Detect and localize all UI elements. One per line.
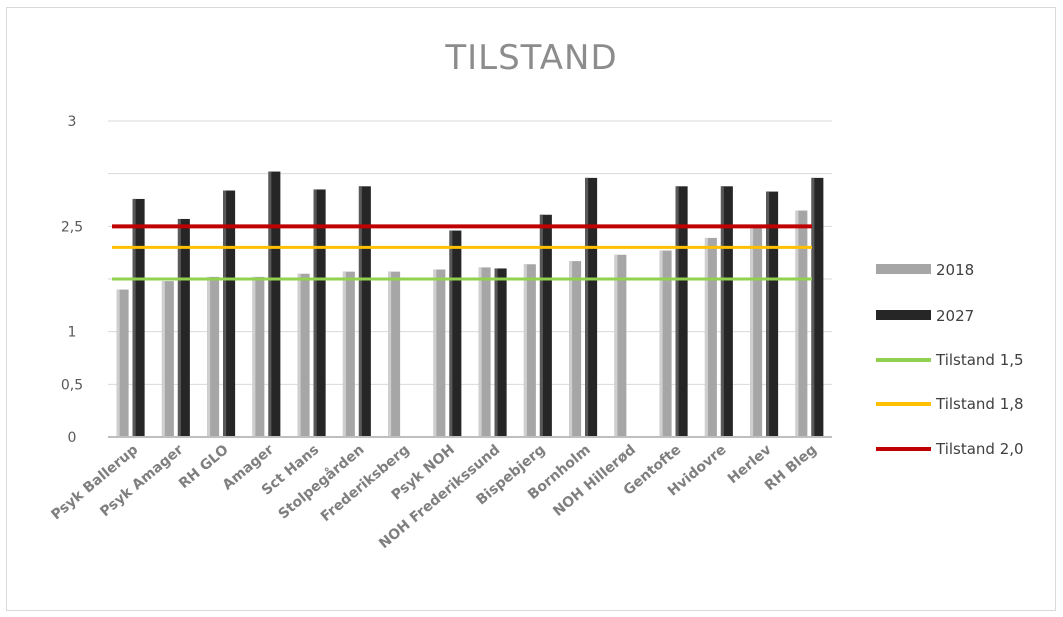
bar-2027-highlight xyxy=(177,218,181,437)
category-label: NOH Hillerød xyxy=(550,442,639,520)
bar-2018-highlight xyxy=(207,276,211,437)
bar-2027-highlight xyxy=(313,189,317,437)
bar-2018-highlight xyxy=(795,210,799,437)
bar-2018-highlight xyxy=(750,227,754,437)
bar-2018-highlight xyxy=(297,273,301,437)
category-label: Psyk Amager xyxy=(97,442,186,520)
reference-lines xyxy=(112,224,812,281)
bar-2018-highlight xyxy=(342,271,346,437)
bar-2027-highlight xyxy=(539,214,543,437)
y-tick-label: 2,5 xyxy=(61,219,83,235)
bar-2018-highlight xyxy=(523,264,527,437)
bar-2018-highlight xyxy=(569,261,573,437)
bar-2018-highlight xyxy=(116,289,120,437)
bars xyxy=(116,171,824,437)
bar-2027-highlight xyxy=(358,186,362,437)
y-tick-label: 0,5 xyxy=(61,377,83,393)
bar-2027-highlight xyxy=(720,186,724,437)
legend-label: 2018 xyxy=(936,261,974,279)
bar-2027-highlight xyxy=(811,177,815,437)
bar-2027-highlight xyxy=(494,268,498,437)
bar-2027-highlight xyxy=(223,190,227,437)
legend: 2018 2027 Tilstand 1,5 Tilstand 1,8 Tilstand… xyxy=(876,261,1024,458)
bar-2018-highlight xyxy=(478,267,482,437)
bar-2018-highlight xyxy=(252,276,256,437)
bar-2018-highlight xyxy=(659,250,663,437)
legend-swatch xyxy=(876,264,931,274)
y-tick-label: 3 xyxy=(68,114,77,130)
legend-label: Tilstand 1,5 xyxy=(935,351,1024,369)
chart-title: TILSTAND xyxy=(445,38,618,78)
bar-2018-highlight xyxy=(433,269,437,437)
bar-2018-highlight xyxy=(614,254,618,437)
legend-label: 2027 xyxy=(936,307,974,325)
y-tick-label: 0 xyxy=(68,430,77,446)
legend-swatch xyxy=(876,310,931,320)
y-tick-label: 1 xyxy=(68,325,77,341)
y-axis-ticks: 0 0,5 1 2,5 3 xyxy=(61,114,83,446)
bar-2018-highlight xyxy=(388,271,392,437)
bar-2018-highlight xyxy=(161,281,165,437)
bar-2027-highlight xyxy=(766,191,770,437)
legend-label: Tilstand 2,0 xyxy=(935,440,1024,458)
legend-label: Tilstand 1,8 xyxy=(935,395,1024,413)
bar-2027-highlight xyxy=(268,171,272,437)
bar-2027-highlight xyxy=(132,198,136,437)
bar-2027-highlight xyxy=(585,177,589,437)
bar-2027-highlight xyxy=(449,230,453,437)
bar-2027-highlight xyxy=(675,186,679,437)
bar-2018-highlight xyxy=(704,237,708,437)
